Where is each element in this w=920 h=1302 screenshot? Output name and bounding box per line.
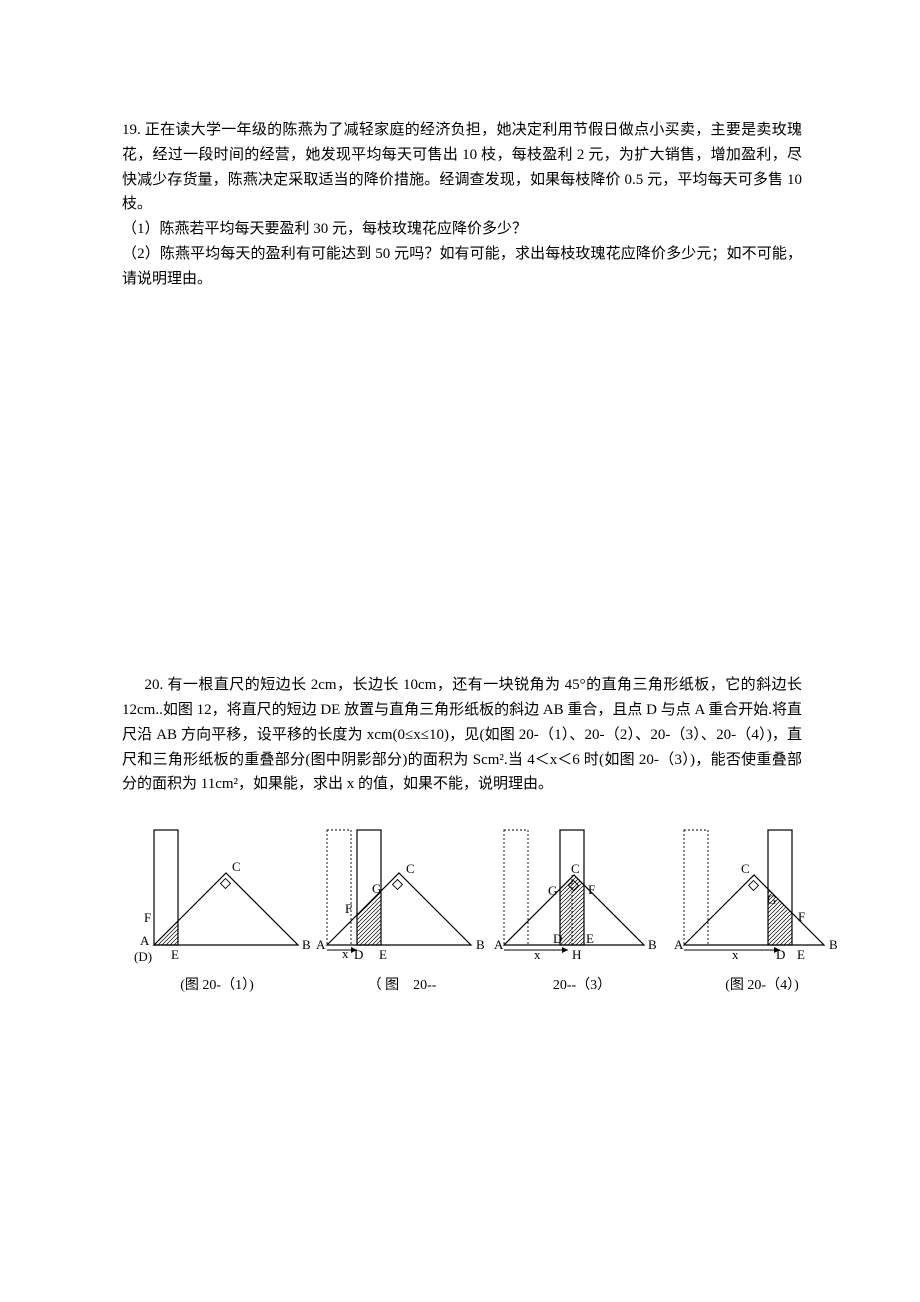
problem-19-number: 19. xyxy=(122,122,141,138)
svg-text:C: C xyxy=(406,861,415,876)
problem-19: 19. 正在读大学一年级的陈燕为了减轻家庭的经济负担，她决定利用节假日做点小买卖… xyxy=(122,118,802,291)
svg-text:x: x xyxy=(342,946,349,961)
problem-19-q1: （1）陈燕若平均每天要盈利 30 元，每枝玫瑰花应降价多少？ xyxy=(122,217,802,242)
figures-row: A(D)EFCB(图 20-（1）)AxDEFGCB（ 图 20--AxDEHG… xyxy=(122,825,802,994)
svg-text:(D): (D) xyxy=(134,949,152,964)
svg-text:C: C xyxy=(571,861,580,876)
problem-20-text: 有一根直尺的短边长 2cm，长边长 10cm，还有一块锐角为 45°的直角三角形… xyxy=(122,677,802,792)
svg-text:E: E xyxy=(586,931,594,946)
svg-text:G: G xyxy=(767,892,776,907)
fig3-caption: 20--（3） xyxy=(492,974,672,994)
svg-text:A: A xyxy=(140,933,150,948)
svg-text:G: G xyxy=(372,881,381,896)
svg-text:A: A xyxy=(494,937,504,952)
svg-text:A: A xyxy=(316,937,326,952)
svg-text:B: B xyxy=(302,937,311,952)
svg-text:F: F xyxy=(588,882,595,897)
svg-text:D: D xyxy=(354,947,363,962)
svg-text:F: F xyxy=(798,909,805,924)
problem-20: 20. 有一根直尺的短边长 2cm，长边长 10cm，还有一块锐角为 45°的直… xyxy=(122,673,802,797)
svg-text:E: E xyxy=(171,947,179,962)
svg-text:x: x xyxy=(732,947,739,962)
fig3: AxD EH GCF B 20--（3） xyxy=(492,825,672,994)
svg-text:E: E xyxy=(379,947,387,962)
fig2-svg: AxD E F G C B xyxy=(312,825,492,970)
svg-text:x: x xyxy=(534,947,541,962)
fig4-svg: Ax DE G C F B xyxy=(672,825,852,970)
svg-text:B: B xyxy=(648,937,657,952)
svg-text:B: B xyxy=(476,937,485,952)
svg-text:B: B xyxy=(829,937,838,952)
fig2-caption: （ 图 20-- xyxy=(312,974,492,994)
svg-text:F: F xyxy=(345,901,352,916)
fig4: Ax DE G C F B (图 20-（4）) xyxy=(672,825,852,994)
fig1: A(D) E F C B (图 20-（1）) xyxy=(122,825,312,994)
problem-19-text: 正在读大学一年级的陈燕为了减轻家庭的经济负担，她决定利用节假日做点小买卖，主要是… xyxy=(122,122,802,212)
svg-text:C: C xyxy=(232,859,241,874)
problem-19-q2: （2）陈燕平均每天的盈利有可能达到 50 元吗？如有可能，求出每枝玫瑰花应降价多… xyxy=(122,242,802,292)
fig2: AxD E F G C B （ 图 20-- xyxy=(312,825,492,994)
fig4-caption: (图 20-（4）) xyxy=(672,974,852,994)
svg-text:H: H xyxy=(572,947,581,962)
problem-20-number: 20. xyxy=(145,677,164,693)
svg-text:F: F xyxy=(144,910,151,925)
fig3-svg: AxD EH GCF B xyxy=(492,825,672,970)
fig1-svg: A(D) E F C B xyxy=(122,825,312,970)
svg-text:C: C xyxy=(741,861,750,876)
blank-space xyxy=(122,291,802,673)
svg-text:D: D xyxy=(776,947,785,962)
svg-text:G: G xyxy=(548,883,557,898)
svg-text:E: E xyxy=(797,947,805,962)
svg-text:A: A xyxy=(674,937,684,952)
fig1-caption: (图 20-（1）) xyxy=(122,974,312,994)
svg-text:D: D xyxy=(553,931,562,946)
